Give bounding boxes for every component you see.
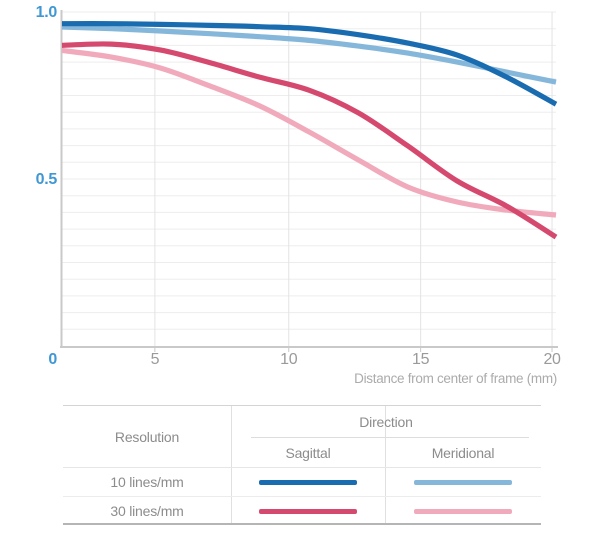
- legend-table: Resolution Direction Sagittal Meridional…: [63, 405, 541, 525]
- legend-col-meridional: Meridional: [431, 444, 495, 461]
- swatch-30-meridional: [414, 508, 512, 514]
- swatch-10-sagittal: [259, 479, 357, 485]
- x-tick-label-5: 5: [151, 351, 160, 368]
- legend-row-divider: [63, 496, 541, 497]
- y-tick-label-0.5: 0.5: [36, 171, 58, 188]
- legend-column-divider-2: [385, 406, 386, 523]
- legend-direction-underline: [251, 437, 529, 438]
- legend-resolution-header: Resolution: [114, 428, 180, 445]
- legend-row-label-10: 10 lines/mm: [110, 474, 184, 490]
- curve-10-lines-mm-sagittal: [61, 21, 558, 107]
- legend-direction-header: Direction: [359, 413, 413, 430]
- legend-header-divider: [63, 467, 541, 468]
- x-axis-title: Distance from center of frame (mm): [354, 371, 557, 386]
- legend-row-30-lines: 30 lines/mm: [63, 497, 541, 525]
- legend-col-sagittal: Sagittal: [285, 444, 331, 461]
- legend-column-divider-1: [231, 406, 232, 523]
- legend-header: Resolution Direction Sagittal Meridional: [63, 406, 541, 467]
- y-tick-label-1.0: 1.0: [36, 4, 58, 21]
- legend-row-10-lines: 10 lines/mm: [63, 468, 541, 496]
- mtf-chart-svg: 1.0 0.5 0 5 10 15 20 Distance from center of fr…: [36, 4, 562, 386]
- legend-row-label-30: 30 lines/mm: [110, 503, 184, 519]
- mtf-line-chart: 1.0 0.5 0 5 10 15 20 Distance from center of fr…: [36, 4, 562, 386]
- swatch-30-sagittal: [259, 508, 357, 514]
- curve-10-lines-mm-meridional: [61, 24, 557, 85]
- x-tick-label-20: 20: [543, 351, 561, 368]
- x-tick-label-15: 15: [412, 351, 430, 368]
- x-tick-label-10: 10: [280, 351, 298, 368]
- curve-30-lines-mm-meridional: [61, 47, 557, 218]
- curve-30-lines-mm-sagittal: [61, 41, 558, 240]
- legend-direction-section: Direction Sagittal Meridional: [231, 406, 541, 467]
- swatch-10-meridional: [414, 479, 512, 485]
- y-tick-label-0: 0: [48, 351, 57, 368]
